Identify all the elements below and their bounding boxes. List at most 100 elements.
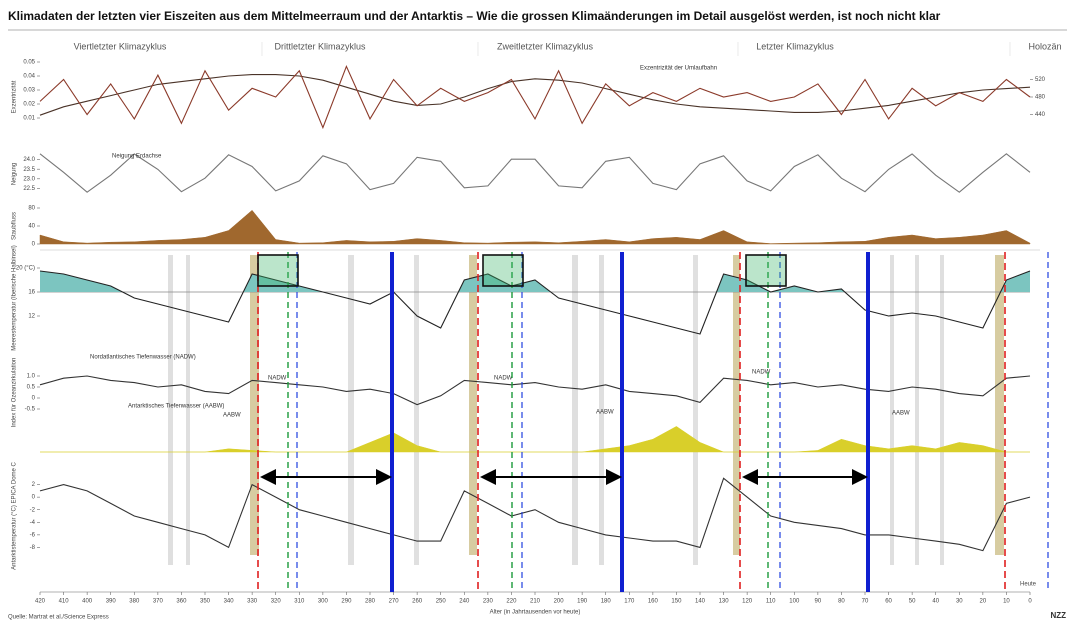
x-tick-label: 410 xyxy=(59,599,70,605)
highlight-box xyxy=(257,254,299,287)
annotation: NADW xyxy=(752,370,771,376)
x-tick-label: 400 xyxy=(82,599,93,605)
x-tick-label: 420 xyxy=(35,599,46,605)
x-tick-label: 360 xyxy=(176,599,187,605)
x-tick-label: 270 xyxy=(389,599,400,605)
x-tick-label: 180 xyxy=(601,599,612,605)
cycle-dividers xyxy=(261,42,1011,56)
x-tick-label: 350 xyxy=(200,599,211,605)
y-tick-label: 0.04 xyxy=(23,74,35,80)
line xyxy=(39,74,1031,116)
x-tick-label: 40 xyxy=(932,599,939,605)
x-tick-label: 210 xyxy=(530,599,541,605)
y-tick-label: 23.5 xyxy=(23,167,35,173)
x-tick-label: 300 xyxy=(318,599,329,605)
x-tick-label: 310 xyxy=(294,599,305,605)
x-tick-label: 190 xyxy=(577,599,588,605)
x-tick-label: 160 xyxy=(648,599,659,605)
y-tick-label: 0.5 xyxy=(27,385,36,391)
annotation: NADW xyxy=(494,376,513,382)
y-tick-label: 23.0 xyxy=(23,176,35,182)
y2-tick-label: 440 xyxy=(1035,112,1046,118)
annotation: AABW xyxy=(596,410,614,416)
y-tick-label: 0 xyxy=(32,396,36,402)
x-tick-label: 230 xyxy=(483,599,494,605)
gray-bands xyxy=(168,255,944,565)
x-tick-label: 90 xyxy=(815,599,822,605)
y-tick-label: -0.5 xyxy=(25,407,36,413)
highlight-box xyxy=(482,254,524,287)
y-tick-label: 0.01 xyxy=(23,116,35,122)
y-tick-label: -8 xyxy=(30,545,36,551)
area xyxy=(40,426,1030,453)
annotation: Nordatlantisches Tiefenwasser (NADW) xyxy=(90,355,196,361)
x-tick-label: 130 xyxy=(719,599,730,605)
y-axis-label: Exzentrizität xyxy=(12,80,18,113)
x-tick-label: 170 xyxy=(624,599,635,605)
y-tick-label: 0.02 xyxy=(23,102,35,108)
cycle-label: Holozän xyxy=(1028,41,1061,51)
x-tick-label: 280 xyxy=(365,599,376,605)
line xyxy=(39,375,1031,406)
y-axis-label: Meerestemperatur (Iberische Halbinsel) xyxy=(12,245,18,350)
x-tick-label: 390 xyxy=(106,599,117,605)
termination-bands xyxy=(250,255,1004,555)
annotation: AABW xyxy=(223,413,241,419)
y-tick-label: -4 xyxy=(30,520,36,526)
y-tick-label: 20 (°C) xyxy=(16,266,35,272)
line xyxy=(39,270,1031,335)
x-tick-label: 150 xyxy=(671,599,682,605)
y-tick-label: 40 xyxy=(28,224,35,230)
x-tick-label: 30 xyxy=(956,599,963,605)
x-tick-label: 0 xyxy=(1028,599,1032,605)
title: Klimadaten der letzten vier Eiszeiten au… xyxy=(8,9,941,23)
y-tick-label: 2 xyxy=(32,482,36,488)
x-tick-label: 370 xyxy=(153,599,164,605)
cycle-label: Zweitletzter Klimazyklus xyxy=(497,41,594,51)
y-tick-label: 0 xyxy=(32,495,36,501)
y-tick-label: -6 xyxy=(30,532,36,538)
y2-tick-label: 520 xyxy=(1035,77,1046,83)
x-tick-label: 320 xyxy=(271,599,282,605)
line xyxy=(39,153,1031,193)
y-tick-label: 0.03 xyxy=(23,88,35,94)
line xyxy=(39,64,1031,130)
x-tick-label: 140 xyxy=(695,599,706,605)
line xyxy=(39,477,1031,552)
x-tick-label: 60 xyxy=(885,599,892,605)
y-tick-label: -2 xyxy=(30,507,36,513)
x-tick-label: 80 xyxy=(838,599,845,605)
annotation: NADW xyxy=(268,376,287,382)
y-tick-label: 1.0 xyxy=(27,374,36,380)
y-tick-label: 0 xyxy=(32,242,36,248)
annotation: AABW xyxy=(892,411,910,417)
y-tick-label: 24.0 xyxy=(23,157,35,163)
x-tick-label: 340 xyxy=(224,599,235,605)
y-tick-label: 12 xyxy=(28,314,35,320)
cycle-label: Letzter Klimazyklus xyxy=(756,41,834,51)
x-tick-label: 330 xyxy=(247,599,258,605)
x-axis-label: Alter (in Jahrtausenden vor heute) xyxy=(490,610,581,616)
y-axis-label: Neigung xyxy=(12,163,18,185)
cycle-label: Viertletzter Klimazyklus xyxy=(74,41,167,51)
x-tick-label: 290 xyxy=(341,599,352,605)
y-tick-label: 0.05 xyxy=(23,60,35,66)
y-axis-label: Antarktistemperatur (°C) EPICA Dome C xyxy=(12,461,18,569)
highlight-box xyxy=(745,254,787,287)
x-tick-label: 10 xyxy=(1003,599,1010,605)
y-tick-label: 80 xyxy=(28,206,35,212)
y-tick-label: 16 xyxy=(28,290,35,296)
annotation: Antarktisches Tiefenwasser (AABW) xyxy=(128,404,224,410)
annotation: Neigung Erdachse xyxy=(112,154,162,160)
x-tick-label: 260 xyxy=(412,599,423,605)
x-tick-label: 240 xyxy=(459,599,470,605)
x-tick-label: 200 xyxy=(554,599,565,605)
x-tick-label: 70 xyxy=(862,599,869,605)
today-label: Heute xyxy=(1020,582,1037,588)
logo: NZZ xyxy=(1050,611,1066,620)
x-tick-label: 100 xyxy=(789,599,800,605)
x-tick-label: 50 xyxy=(909,599,916,605)
x-tick-label: 220 xyxy=(506,599,517,605)
y-axis-label: Index für Ozeanzirkulation xyxy=(12,358,18,428)
